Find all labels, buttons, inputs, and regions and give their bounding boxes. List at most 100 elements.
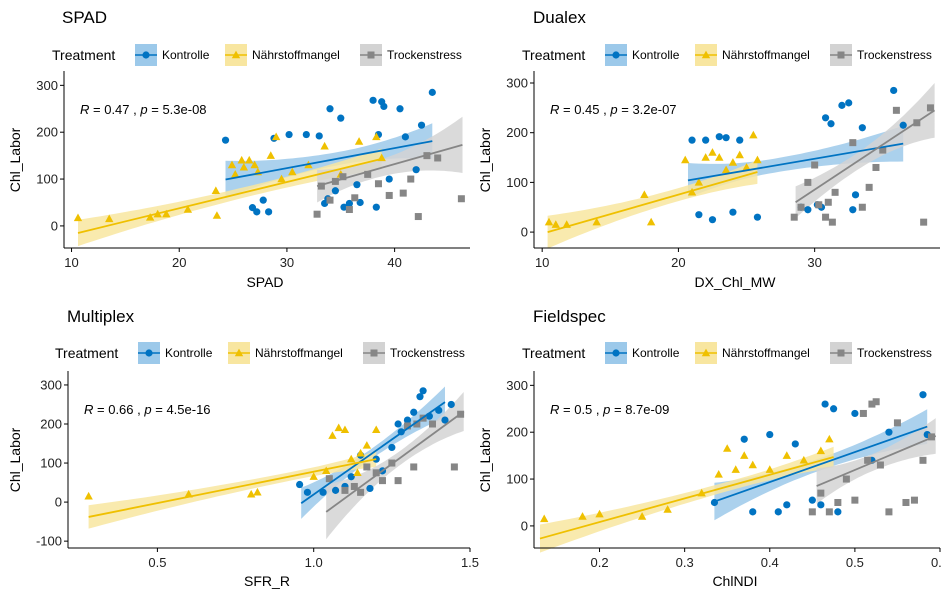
legend: Treatment Kontrolle Nährstoffmangel Trocken… [52, 44, 462, 66]
data-point [259, 196, 267, 204]
annotation-part: = [148, 102, 163, 117]
x-tick-label: 30 [280, 255, 294, 270]
data-point [341, 486, 349, 494]
annotation-part: p [602, 402, 610, 417]
legend-label: Kontrolle [165, 346, 213, 360]
y-tick-label: 300 [506, 76, 528, 91]
data-point [322, 466, 331, 475]
data-point [815, 201, 823, 209]
data-point [347, 454, 356, 463]
fit-line [687, 142, 904, 182]
data-point [879, 146, 887, 154]
x-tick-label: 1.0 [305, 555, 323, 570]
data-point [380, 102, 388, 111]
data-point [834, 508, 842, 516]
legend-label: Trockenstress [387, 48, 462, 62]
data-point [842, 475, 850, 483]
legend-key-marker [370, 349, 378, 357]
chart-panel-3: Fieldspec Treatment Kontrolle Nährstoffmang… [477, 307, 942, 589]
y-tick-label: 0 [521, 518, 528, 533]
legend-key-marker [145, 349, 153, 357]
data-point [828, 218, 836, 226]
x-axis-title: SPAD [246, 274, 283, 290]
data-point [834, 498, 842, 506]
y-tick-label: 200 [506, 425, 528, 440]
annotation-part: R [550, 402, 559, 417]
data-point [859, 409, 867, 417]
data-point [231, 169, 240, 178]
data-point [334, 423, 343, 432]
data-point [378, 477, 386, 485]
data-point [285, 130, 293, 139]
data-point [331, 187, 339, 195]
x-tick-label: 0.5 [148, 555, 166, 570]
annotation-part: 8.7e-09 [625, 402, 669, 417]
fit-line [547, 171, 758, 233]
x-tick-label: 10 [535, 255, 549, 270]
y-tick-label: 100 [36, 172, 58, 187]
chart-panel-0: SPAD Treatment Kontrolle Nährstoffmangel Tro… [7, 8, 470, 290]
data-point [372, 132, 381, 141]
data-point [715, 133, 723, 141]
annotation-part: R [550, 102, 559, 117]
data-point [246, 489, 256, 498]
data-point [372, 469, 380, 477]
data-point [851, 409, 859, 418]
data-point [412, 166, 420, 174]
data-point [302, 130, 310, 139]
data-point [410, 408, 418, 416]
annotation-part: , [592, 402, 603, 417]
data-point [831, 188, 839, 196]
fit-line [300, 401, 446, 505]
data-point [428, 88, 436, 96]
data-point [353, 181, 361, 189]
data-point [428, 420, 436, 428]
annotation-part: 0.66 [108, 402, 133, 417]
legend: Treatment Kontrolle Nährstoffmangel Trocken… [55, 342, 465, 364]
data-point [457, 195, 465, 203]
annotation-part: 4.5e-16 [166, 402, 210, 417]
legend-key [225, 44, 247, 66]
data-point [372, 203, 380, 211]
data-point [385, 175, 393, 183]
data-point [702, 136, 710, 144]
data-point [729, 208, 737, 216]
data-point [326, 105, 334, 113]
panel-title: Dualex [533, 8, 586, 27]
data-point [687, 187, 697, 196]
data-point [714, 469, 723, 478]
correlation-annotation: R = 0.47 , p = 5.3e-08 [80, 102, 207, 117]
y-tick-label: 0 [521, 225, 528, 240]
data-point [337, 114, 345, 122]
data-point [919, 456, 927, 464]
data-point [345, 206, 353, 214]
data-point [595, 509, 604, 518]
data-point [413, 420, 421, 428]
data-point [663, 505, 672, 513]
data-point [447, 400, 455, 409]
data-point [797, 203, 805, 211]
data-point [890, 86, 898, 95]
legend-label: Trockenstress [390, 346, 465, 360]
data-point [374, 180, 382, 188]
annotation-part: 5.3e-08 [162, 102, 206, 117]
legend-key-marker [231, 50, 241, 59]
legend: Treatment Kontrolle Nährstoffmangel Trocken… [522, 44, 932, 66]
legend: Treatment Kontrolle Nährstoffmangel Trocken… [522, 342, 932, 364]
data-point [804, 206, 812, 214]
x-axis-title: ChlNDI [712, 573, 757, 589]
data-point [845, 99, 853, 107]
data-point [162, 209, 171, 218]
data-point [356, 198, 364, 207]
data-point [868, 400, 876, 408]
data-point [277, 174, 286, 183]
data-point [84, 491, 93, 500]
data-point [646, 217, 656, 226]
legend-title: Treatment [52, 47, 115, 63]
data-point [753, 213, 762, 221]
data-point [396, 105, 404, 113]
data-point [366, 484, 374, 493]
data-point [237, 155, 246, 164]
data-point [212, 211, 222, 219]
data-point [728, 158, 738, 166]
